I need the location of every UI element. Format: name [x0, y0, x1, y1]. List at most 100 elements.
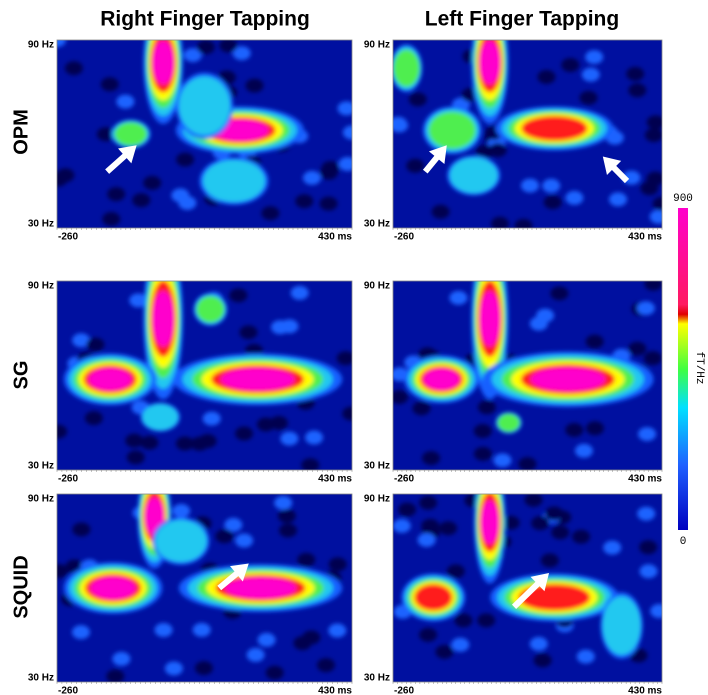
dark-spot — [475, 144, 494, 159]
heat-blob — [393, 49, 420, 87]
heat-blob — [602, 596, 641, 655]
dark-spot — [649, 209, 662, 224]
dark-spot — [57, 424, 68, 439]
dark-spot — [57, 40, 66, 47]
dark-spot — [628, 83, 647, 98]
dark-spot — [271, 320, 290, 335]
dark-spot — [328, 557, 347, 572]
x-tick-label: -260 — [58, 232, 78, 243]
y-tick-label: 90 Hz — [364, 40, 390, 51]
dark-spot — [412, 401, 431, 416]
heat-blob — [152, 40, 175, 85]
dark-spot — [431, 204, 450, 219]
dark-spot — [196, 40, 215, 55]
dark-spot — [261, 206, 280, 221]
dark-spot — [609, 192, 628, 207]
dark-spot — [585, 421, 604, 436]
dark-spot — [603, 540, 622, 555]
dark-spot — [338, 157, 352, 172]
y-tick-label: 90 Hz — [28, 281, 54, 292]
dark-spot — [646, 115, 662, 130]
arrow — [602, 156, 630, 184]
dark-spot — [640, 181, 659, 196]
dark-spot — [246, 647, 265, 662]
dark-spot — [545, 506, 564, 521]
dark-spot — [106, 669, 125, 682]
dark-spot — [473, 424, 492, 439]
dark-spot — [451, 637, 470, 652]
heat-blob — [220, 368, 295, 391]
dark-spot — [529, 316, 548, 331]
dark-spot — [224, 517, 243, 532]
dark-spot — [408, 92, 427, 107]
x-tick-label: 430 ms — [318, 232, 352, 243]
dark-spot — [154, 623, 173, 638]
dark-spot — [219, 40, 238, 53]
dark-spot — [302, 170, 321, 185]
dark-spot — [342, 406, 352, 421]
dark-spot — [84, 411, 103, 426]
dark-spot — [235, 533, 254, 548]
heatmap-panel — [393, 40, 662, 228]
dark-spot — [422, 451, 441, 466]
dark-spot — [265, 665, 284, 680]
dark-spot — [524, 494, 543, 507]
dark-spot — [639, 564, 658, 579]
dark-spot — [421, 518, 440, 533]
dark-spot — [579, 90, 598, 105]
x-tick-label: 430 ms — [318, 474, 352, 485]
heat-blob — [530, 367, 606, 392]
dark-spot — [190, 436, 209, 451]
dark-spot — [239, 325, 258, 340]
dark-spot — [398, 502, 417, 517]
dark-spot — [172, 503, 191, 518]
dark-spot — [454, 613, 473, 628]
dark-spot — [316, 658, 335, 673]
dark-spot — [652, 196, 662, 211]
dark-spot — [644, 128, 662, 143]
dark-spot — [337, 101, 352, 116]
dark-spot — [572, 529, 591, 544]
row-label: SQUID — [10, 555, 32, 618]
heatmap-texture — [393, 281, 662, 470]
dark-spot — [328, 623, 347, 638]
heatmap-panel — [57, 494, 352, 682]
heat-blob — [414, 584, 453, 611]
dark-spot — [245, 78, 264, 93]
dark-spot — [565, 190, 584, 205]
dark-spot — [126, 450, 145, 465]
dark-spot — [576, 649, 595, 664]
dark-spot — [112, 651, 131, 666]
dark-spot — [229, 288, 248, 303]
dark-spot — [551, 525, 570, 540]
dark-spot — [86, 337, 105, 352]
y-tick-label: 30 Hz — [364, 461, 390, 472]
dark-spot — [140, 435, 159, 450]
dark-spot — [406, 158, 425, 173]
dark-spot — [102, 212, 121, 227]
x-tick-label: -260 — [58, 686, 78, 695]
dark-spot — [257, 632, 276, 647]
dark-spot — [543, 195, 562, 210]
dark-spot — [96, 127, 115, 142]
heat-blob — [479, 291, 501, 347]
dark-spot — [561, 58, 580, 73]
dark-spot — [639, 540, 658, 555]
dark-spot — [232, 46, 251, 61]
colorbar-min: 0 — [680, 536, 687, 548]
heatmap-panel — [393, 494, 662, 682]
dark-spot — [290, 285, 309, 300]
dark-spot — [628, 341, 647, 356]
dark-spot — [183, 48, 202, 63]
dark-spot — [417, 532, 436, 547]
y-tick-label: 90 Hz — [364, 281, 390, 292]
dark-spot — [449, 290, 468, 305]
dark-spot — [622, 170, 641, 185]
dark-spot — [644, 281, 662, 291]
dark-spot — [585, 334, 604, 349]
x-tick-label: 430 ms — [628, 232, 662, 243]
arrow — [217, 563, 249, 591]
dark-spot — [274, 495, 293, 510]
heatmap-texture — [393, 494, 662, 668]
heat-blob — [518, 584, 591, 611]
